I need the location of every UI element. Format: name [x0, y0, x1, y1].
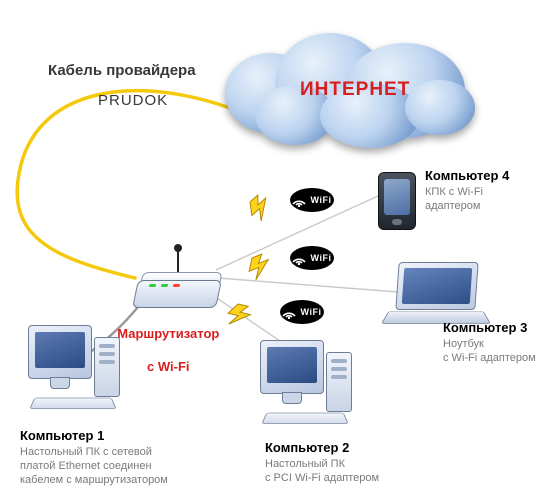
wifi-badge-text: WiFi [311, 195, 332, 205]
provider-cable [17, 91, 248, 278]
computer-4-sub: КПК с Wi-Fi адаптером [425, 186, 483, 214]
computer-1-sub: Настольный ПК с сетевой платой Ethernet … [20, 446, 168, 487]
wifi-line-2 [218, 278, 398, 292]
computer-1-title: Компьютер 1 [20, 428, 104, 444]
provider-cable-label: Кабель провайдера [48, 62, 196, 81]
wifi-badge-1: WiFi [290, 188, 334, 212]
computer-2-sub: Настольный ПК с PCI Wi-Fi адаптером [265, 458, 379, 486]
wifi-router [135, 260, 225, 315]
computer-4-pda [378, 172, 416, 230]
computer-1 [28, 325, 138, 420]
computer-3-title: Компьютер 3 [443, 320, 527, 336]
computer-3-sub: Ноутбук с Wi-Fi адаптером [443, 338, 536, 366]
computer-2 [260, 340, 370, 435]
wifi-badge-text: WiFi [311, 253, 332, 263]
wifi-badge-2: WiFi [290, 246, 334, 270]
internet-label: ИНТЕРНЕТ [300, 78, 410, 102]
wifi-badge-text: WiFi [301, 307, 322, 317]
prudok-label: PRUDOK [98, 92, 168, 111]
bolt-3 [224, 299, 254, 331]
computer-4-title: Компьютер 4 [425, 168, 509, 184]
computer-2-title: Компьютер 2 [265, 440, 349, 456]
router-label-line2: с Wi-Fi [147, 359, 190, 374]
bolt-2 [248, 254, 270, 281]
wifi-badge-3: WiFi [280, 300, 324, 324]
bolt-1 [245, 193, 274, 224]
